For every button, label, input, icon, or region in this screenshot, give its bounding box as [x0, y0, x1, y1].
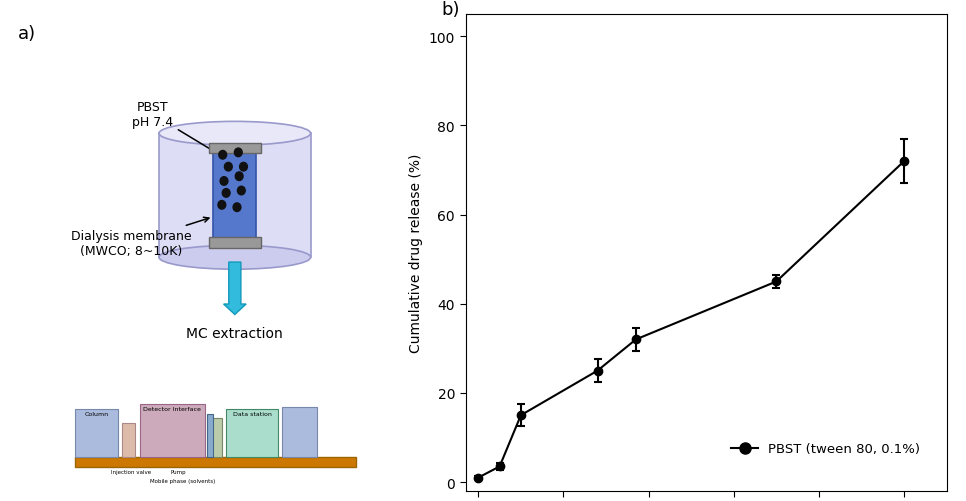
Bar: [123, 423, 135, 457]
Circle shape: [224, 163, 232, 172]
Bar: [213, 148, 257, 243]
Circle shape: [222, 189, 230, 198]
Ellipse shape: [159, 122, 311, 146]
Bar: [282, 407, 317, 457]
Bar: [74, 457, 356, 467]
Text: MC extraction: MC extraction: [186, 327, 283, 341]
Circle shape: [218, 201, 226, 210]
Circle shape: [235, 149, 242, 157]
Text: Column: Column: [84, 411, 108, 416]
Bar: [139, 404, 205, 457]
Text: PBST
pH 7.4: PBST pH 7.4: [132, 101, 215, 153]
Y-axis label: Cumulative drug release (%): Cumulative drug release (%): [410, 153, 423, 353]
FancyArrow shape: [223, 263, 246, 315]
Circle shape: [238, 187, 245, 195]
Text: Injection valve: Injection valve: [111, 469, 151, 474]
Circle shape: [233, 203, 241, 212]
Bar: [209, 238, 261, 248]
Text: a): a): [18, 25, 37, 43]
Text: Data station: Data station: [233, 411, 271, 416]
Text: Mobile phase (solvents): Mobile phase (solvents): [151, 477, 215, 482]
Legend: PBST (tween 80, 0.1%): PBST (tween 80, 0.1%): [726, 437, 925, 460]
Bar: [209, 143, 261, 154]
Circle shape: [236, 172, 243, 181]
Text: b): b): [441, 1, 460, 19]
Circle shape: [240, 163, 247, 172]
Bar: [74, 409, 118, 457]
Bar: [159, 134, 311, 258]
Ellipse shape: [159, 246, 311, 270]
Text: Dialysis membrane
(MWCO; 8~10K): Dialysis membrane (MWCO; 8~10K): [71, 218, 209, 258]
Bar: [209, 419, 222, 457]
Circle shape: [219, 151, 227, 160]
Text: Pump: Pump: [171, 469, 186, 474]
Circle shape: [220, 177, 228, 186]
Bar: [226, 409, 278, 457]
Text: Detector Interface: Detector Interface: [143, 406, 201, 411]
Bar: [207, 414, 213, 457]
